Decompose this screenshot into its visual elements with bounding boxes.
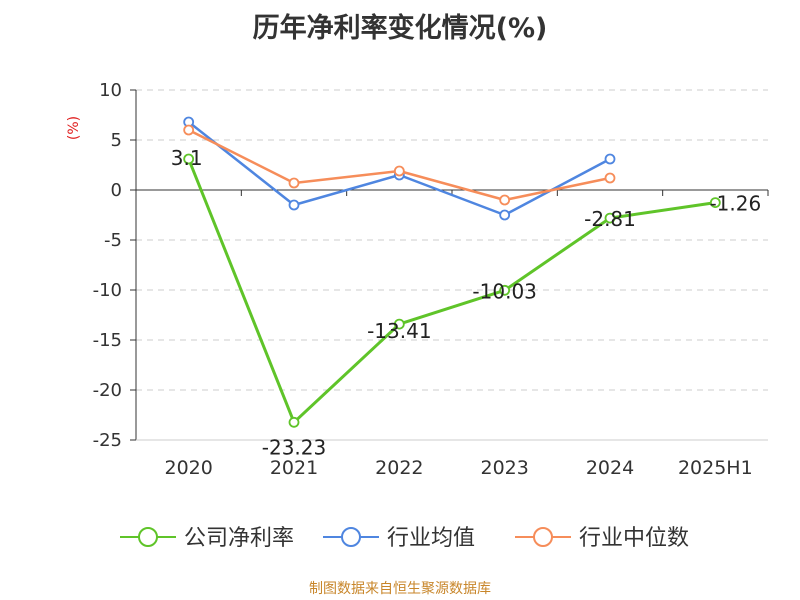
data-label: 3.1 xyxy=(171,146,203,170)
legend-item[interactable]: 公司净利率 xyxy=(120,526,294,551)
legend-label: 公司净利率 xyxy=(184,526,294,551)
legend-marker-icon xyxy=(341,527,361,547)
legend-item[interactable]: 行业均值 xyxy=(323,526,475,551)
y-axis-label: (%) xyxy=(66,116,82,140)
data-point xyxy=(183,153,195,165)
data-point xyxy=(499,194,511,206)
chart-title: 历年净利率变化情况(%) xyxy=(252,13,548,44)
legend-item[interactable]: 行业中位数 xyxy=(515,526,689,551)
legend[interactable]: 公司净利率 行业均值 行业中位数 xyxy=(120,526,689,551)
axes: 10 5 0 -5 -10 -15 -20 -25 2020 2021 2022 2023 2024 20… xyxy=(93,80,769,479)
data-label: -10.03 xyxy=(472,279,536,303)
data-point xyxy=(709,197,721,209)
x-tick-label: 2024 xyxy=(586,457,634,479)
y-tick-label: -5 xyxy=(104,230,122,251)
legend-label: 行业中位数 xyxy=(579,526,689,551)
data-label: -23.23 xyxy=(262,435,326,459)
y-tick-label: -25 xyxy=(93,430,122,451)
data-point xyxy=(393,165,405,177)
data-label: -2.81 xyxy=(584,207,636,231)
data-point xyxy=(183,124,195,136)
data-label: -1.26 xyxy=(709,192,761,216)
y-tick-label: 5 xyxy=(111,130,122,151)
source-note: 制图数据来自恒生聚源数据库 xyxy=(309,581,491,597)
x-tick-label: 2021 xyxy=(270,457,318,479)
data-point xyxy=(604,172,616,184)
data-point xyxy=(604,212,616,224)
data-point xyxy=(499,209,511,221)
data-point xyxy=(288,177,300,189)
legend-marker-icon xyxy=(138,527,158,547)
x-tick-label: 2020 xyxy=(164,457,212,479)
data-point xyxy=(288,416,300,428)
data-labels: 3.1 -23.23 -13.41 -10.03 -2.81 -1.26 xyxy=(171,146,761,459)
y-tick-label: -15 xyxy=(93,330,122,351)
data-point xyxy=(393,318,405,330)
data-point xyxy=(499,284,511,296)
y-tick-label: 0 xyxy=(111,180,122,201)
x-tick-label: 2023 xyxy=(480,457,528,479)
x-tick-label: 2025H1 xyxy=(678,457,753,479)
data-point xyxy=(288,199,300,211)
series-lines xyxy=(183,116,721,428)
y-tick-label: 10 xyxy=(99,80,122,101)
series-line xyxy=(187,158,716,424)
y-tick-label: -10 xyxy=(93,280,122,301)
legend-label: 行业均值 xyxy=(387,526,475,551)
x-tick-label: 2022 xyxy=(375,457,423,479)
data-point xyxy=(604,153,616,165)
y-tick-label: -20 xyxy=(93,380,122,401)
legend-marker-icon xyxy=(533,527,553,547)
data-label: -13.41 xyxy=(367,319,431,343)
